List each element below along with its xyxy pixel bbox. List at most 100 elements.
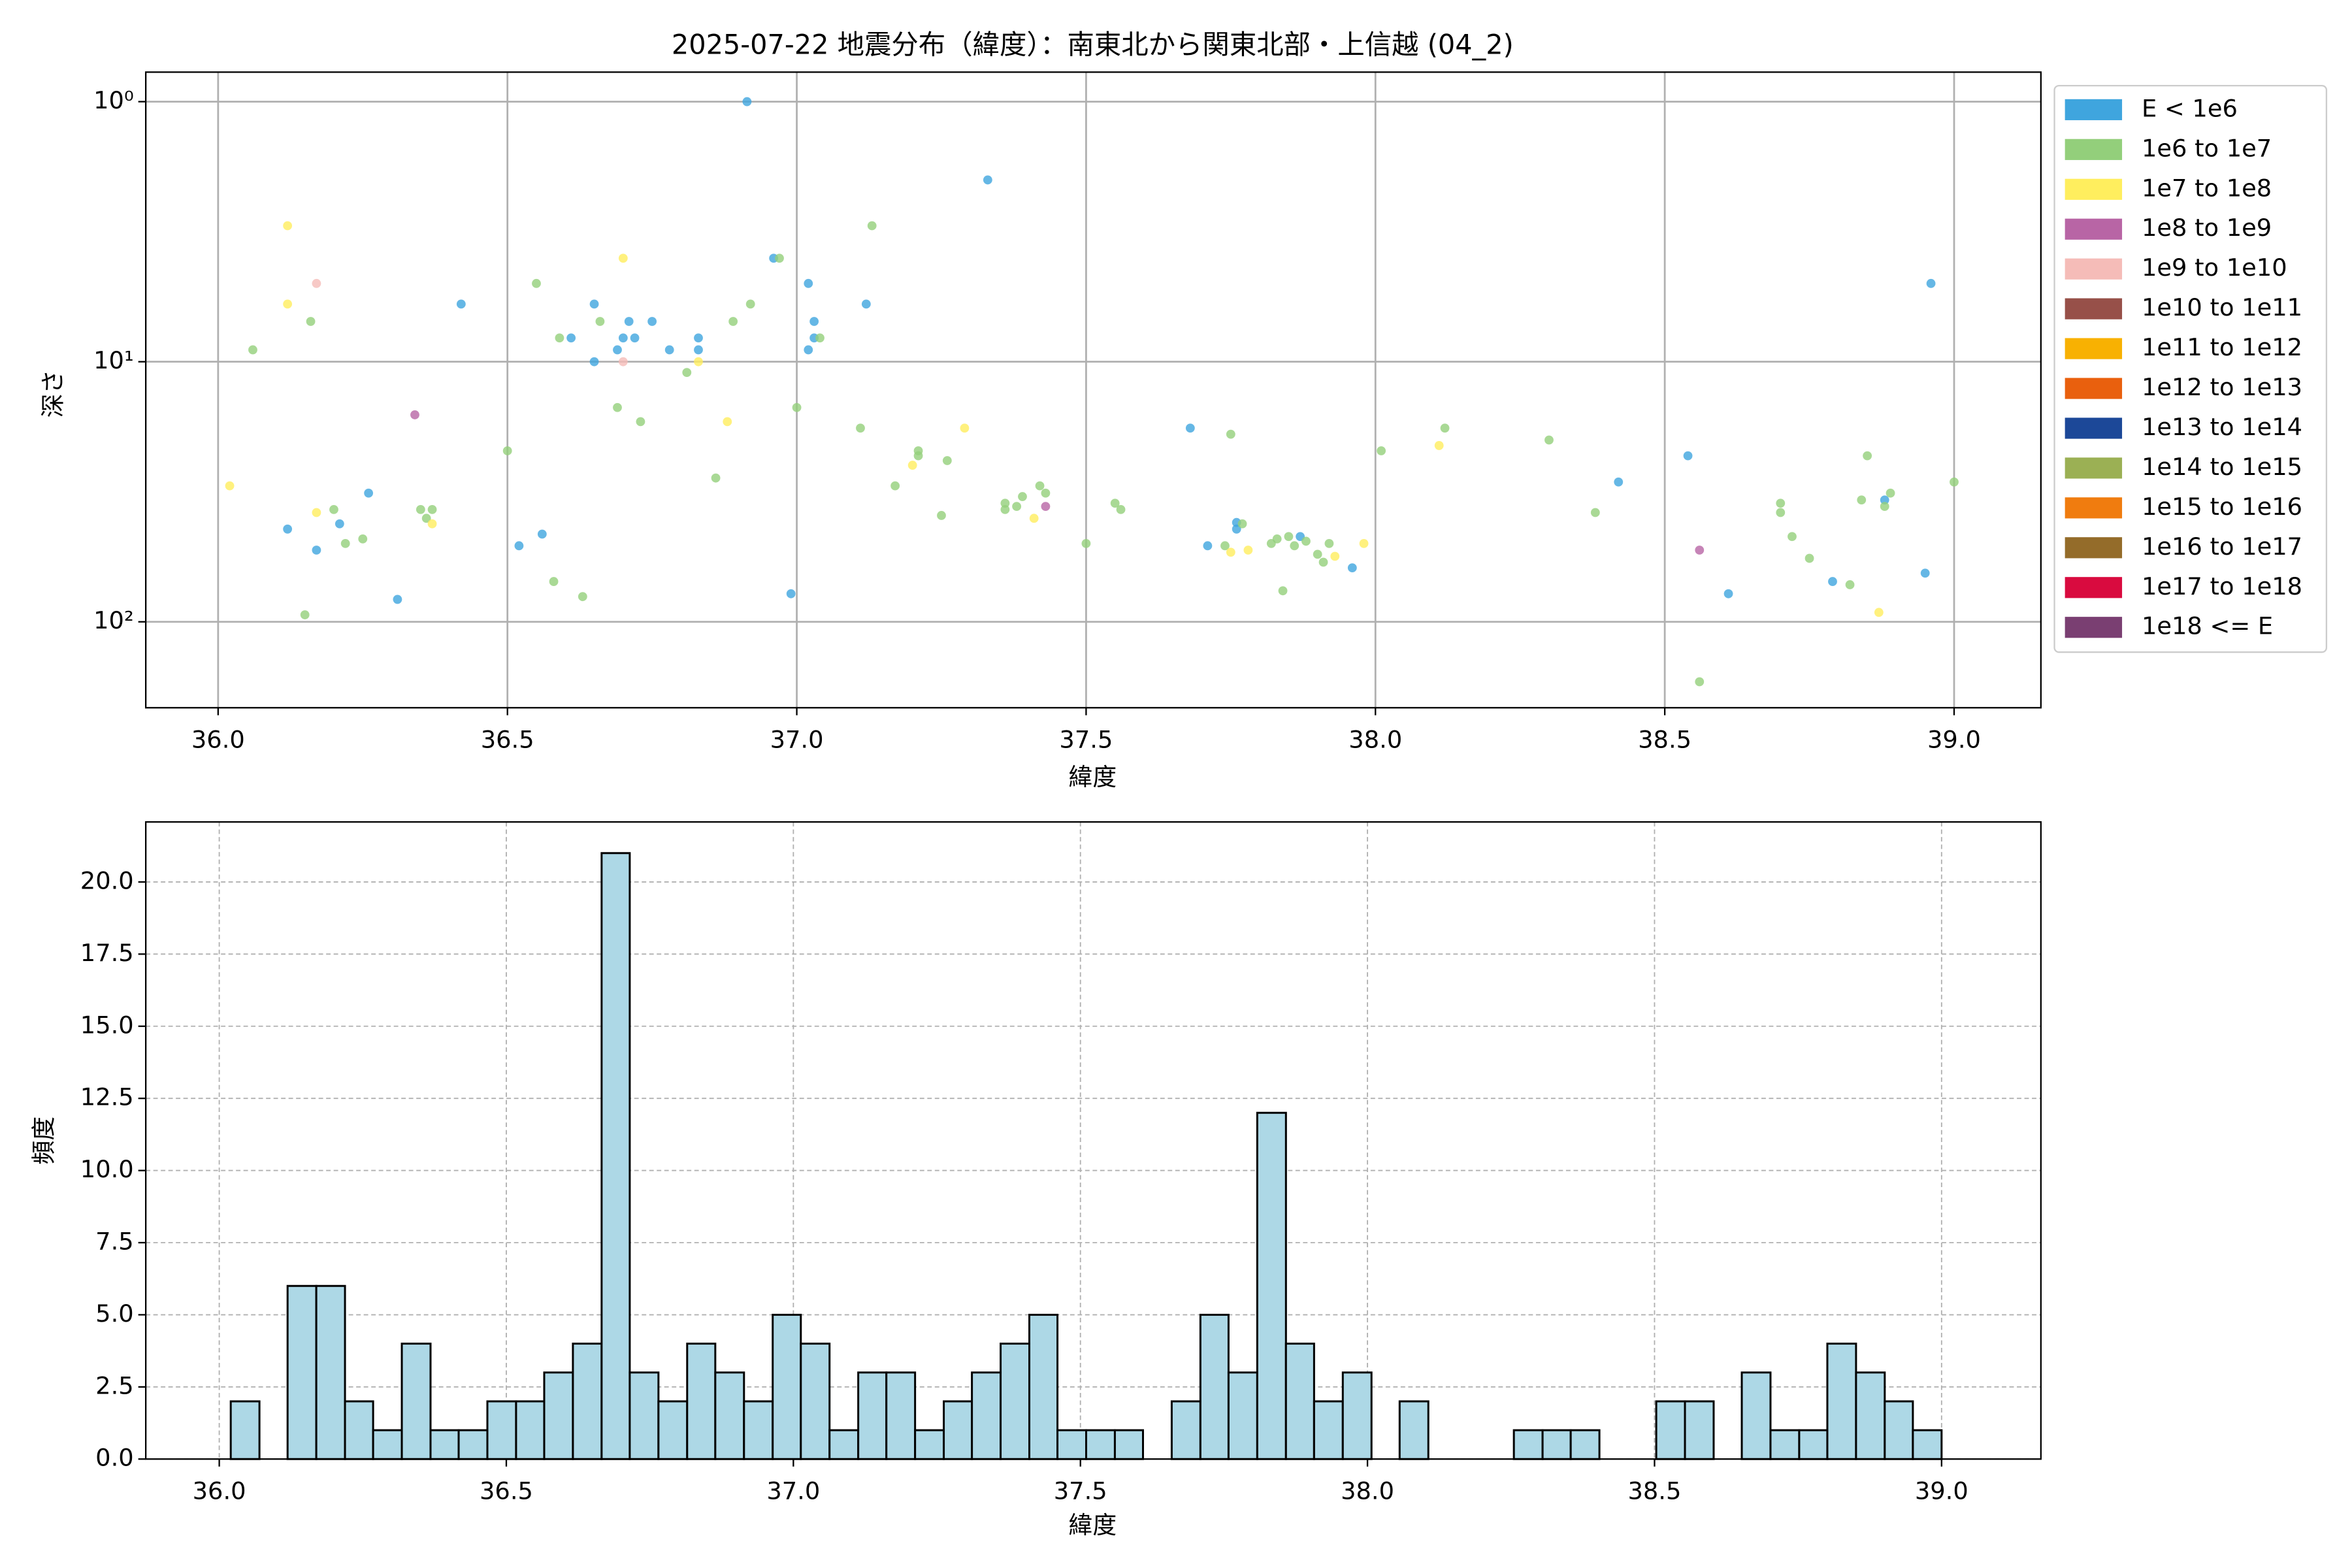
data-point [613,345,622,355]
data-point [1330,551,1340,561]
bar [1769,1429,1801,1460]
legend-label: 1e17 to 1e18 [2142,572,2302,600]
data-point [589,357,599,367]
data-point [694,357,703,367]
data-point [1723,589,1733,598]
data-point [624,317,634,326]
legend-swatch [2065,298,2123,319]
data-point [306,317,316,326]
bar [1313,1400,1344,1460]
data-point [815,333,825,343]
data-point [1788,532,1797,542]
data-point [775,253,784,263]
bar [686,1343,717,1460]
data-point [890,481,900,491]
bar [400,1343,432,1460]
bar [828,1429,860,1460]
legend-swatch [2065,258,2123,280]
data-point [1950,477,1959,487]
bar [1199,1313,1230,1460]
legend-swatch [2065,457,2123,479]
data-point [618,333,628,343]
y-tick-label: 5.0 [95,1299,134,1328]
data-point [1290,541,1299,551]
data-point [1544,435,1554,445]
data-point [416,504,425,514]
y-axis-label: 頻度 [30,1117,58,1165]
bar [1512,1429,1544,1460]
y-tick-label: 10⁰ [93,86,134,114]
bar [600,852,631,1460]
data-point [723,417,732,427]
data-point [358,534,368,544]
data-point [630,333,640,343]
data-point [937,511,946,520]
chart-title: 2025-07-22 地震分布（緯度）：南東北から関東北部・上信越 (04_2) [672,29,1514,60]
bar [1884,1400,1914,1460]
data-point [283,221,293,231]
y-tick-label: 10.0 [80,1155,134,1183]
x-tick-label: 37.5 [1054,1477,1107,1505]
data-point [502,446,512,455]
data-point [1880,502,1889,512]
data-point [1695,546,1705,555]
data-point [1284,532,1294,542]
bar [572,1343,603,1460]
data-point [1324,539,1334,548]
data-point [427,504,437,514]
x-tick-label: 36.0 [193,1477,246,1505]
data-point [1185,423,1195,433]
data-point [340,539,350,548]
data-point [960,423,970,433]
data-point [1012,502,1022,512]
data-point [804,345,813,355]
data-point [618,253,628,263]
data-point [682,368,692,378]
legend-label: 1e13 to 1e14 [2142,413,2302,441]
bar [1028,1313,1059,1460]
data-point [312,508,321,517]
data-point [364,488,374,498]
data-point [555,333,564,343]
data-point [566,333,576,343]
y-tick-label: 10² [93,606,134,634]
data-point [549,577,559,586]
data-point [329,504,338,514]
data-point [1226,429,1235,439]
data-point [514,541,524,551]
bar [457,1429,489,1460]
data-point [1272,534,1282,544]
legend-label: 1e12 to 1e13 [2142,373,2302,401]
bar [1170,1400,1201,1460]
bar [543,1371,574,1460]
data-point [867,221,877,231]
x-axis-label: 緯度 [1069,763,1117,791]
data-point [410,410,419,419]
data-point [728,317,738,326]
x-tick-label: 37.5 [1059,725,1113,753]
y-tick-label: 2.5 [95,1371,134,1399]
legend-swatch [2065,139,2123,160]
data-point [1776,508,1786,517]
legend-swatch [2065,178,2123,200]
bar [372,1429,403,1460]
data-point [1237,519,1247,529]
data-point [1863,451,1872,461]
bar [885,1371,917,1460]
data-point [1243,546,1253,555]
y-tick-label: 7.5 [95,1228,134,1256]
data-point [1880,495,1889,505]
data-point [1318,557,1328,567]
data-point [1029,514,1039,523]
bar [1341,1371,1373,1460]
x-tick-label: 38.5 [1627,1477,1681,1505]
data-point [1776,498,1786,508]
data-point [907,461,917,470]
x-tick-label: 36.0 [191,725,245,753]
bar [1256,1111,1287,1460]
data-point [618,357,628,367]
legend-swatch [2065,338,2123,359]
bar [857,1371,888,1460]
data-point [225,481,235,491]
